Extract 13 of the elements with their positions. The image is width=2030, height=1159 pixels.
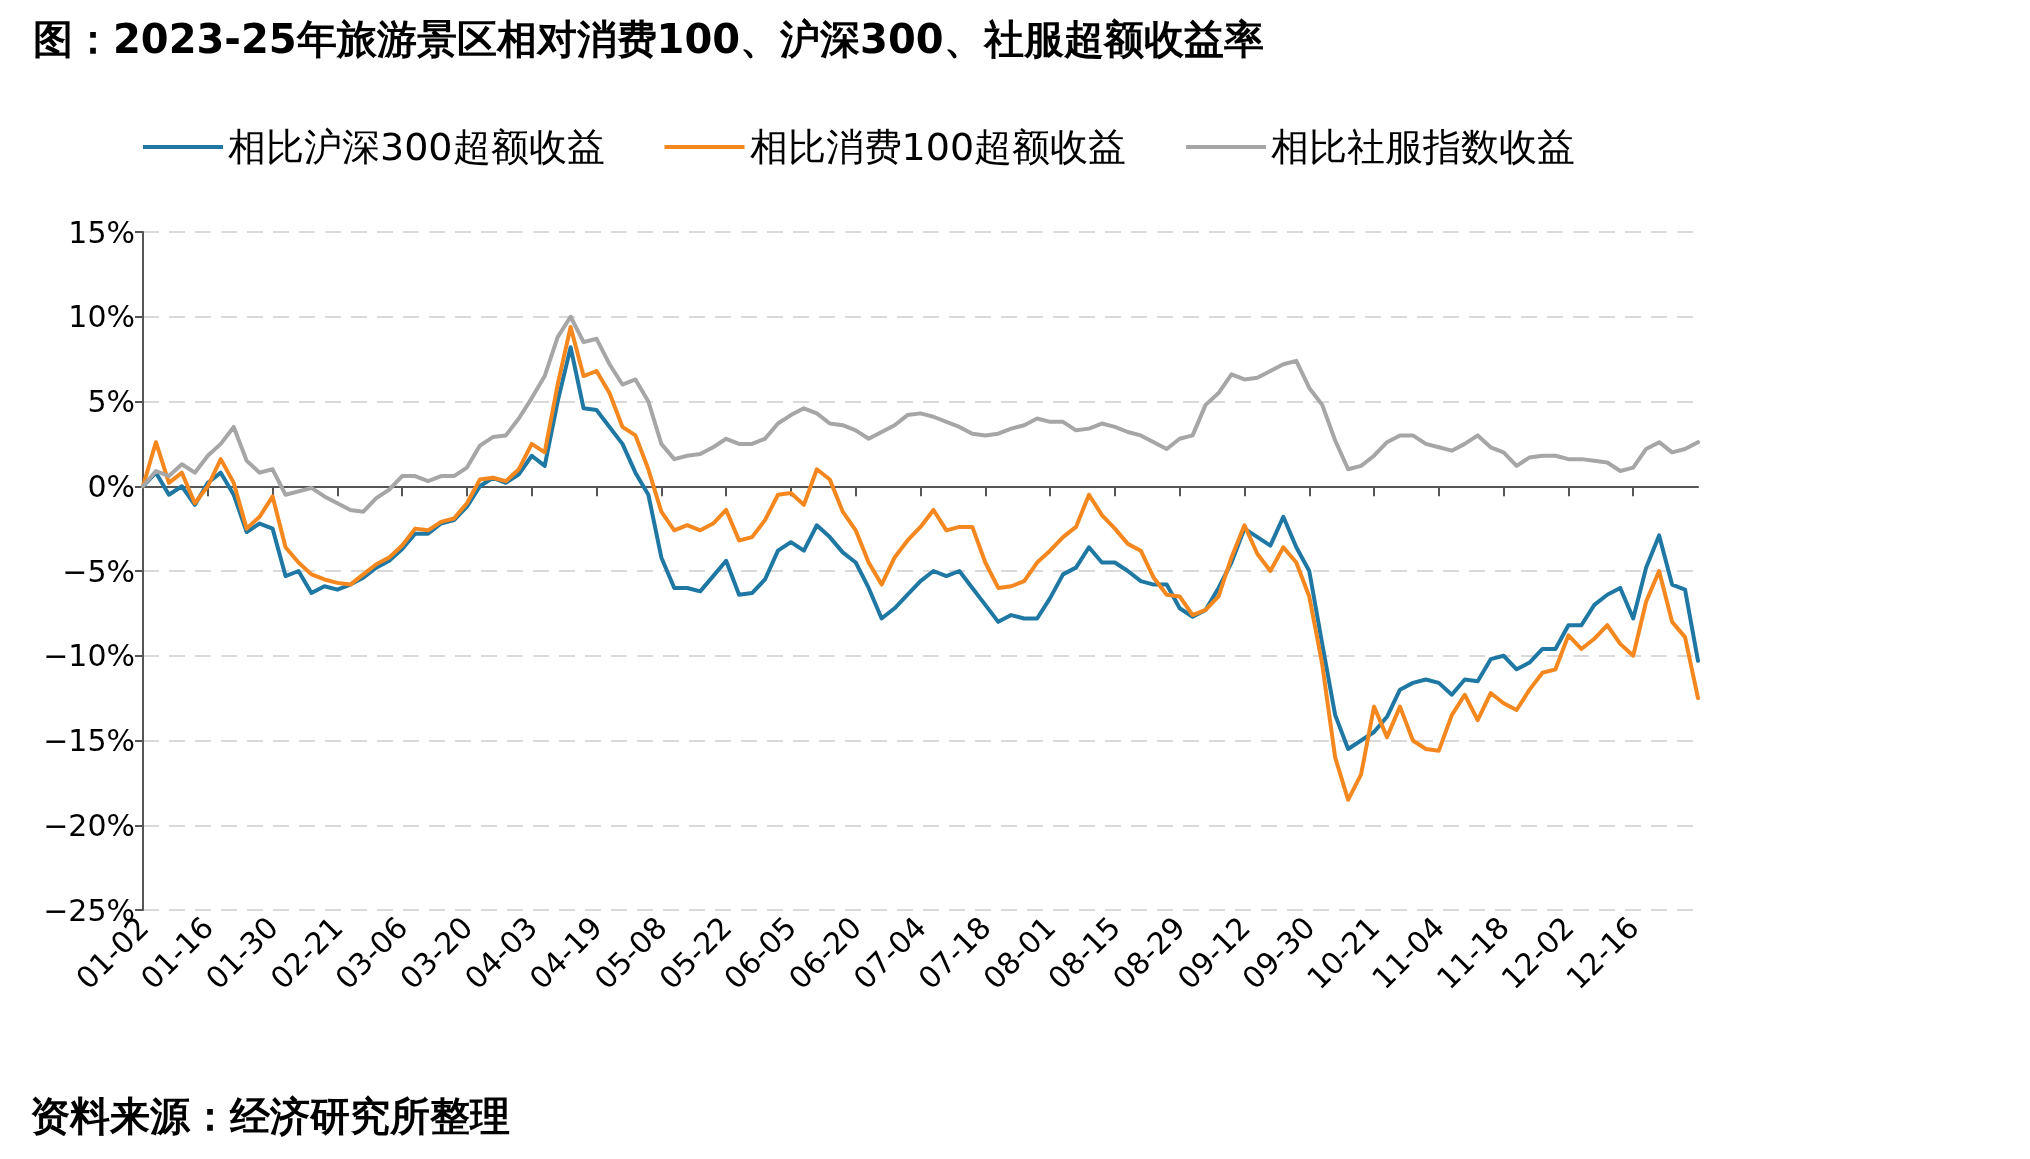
legend-label: 相比沪深300超额收益 xyxy=(228,125,605,169)
chart-title: 图：2023-25年旅游景区相对消费100、沪深300、社服超额收益率 xyxy=(33,16,1264,62)
y-tick-label: 15% xyxy=(68,214,135,250)
y-tick-label: −10% xyxy=(43,638,135,674)
y-tick-label: −5% xyxy=(62,553,135,589)
y-tick-label: 0% xyxy=(87,468,135,504)
text: 资料来源：经济研究所整理 xyxy=(30,1093,510,1139)
y-tick-label: 10% xyxy=(68,299,135,335)
y-tick-label: 5% xyxy=(87,384,135,419)
y-tick-label: −20% xyxy=(43,807,135,843)
legend-label: 相比社服指数收益 xyxy=(1271,125,1576,169)
legend-label: 相比消费100超额收益 xyxy=(749,125,1127,169)
y-tick-label: −15% xyxy=(43,723,135,758)
